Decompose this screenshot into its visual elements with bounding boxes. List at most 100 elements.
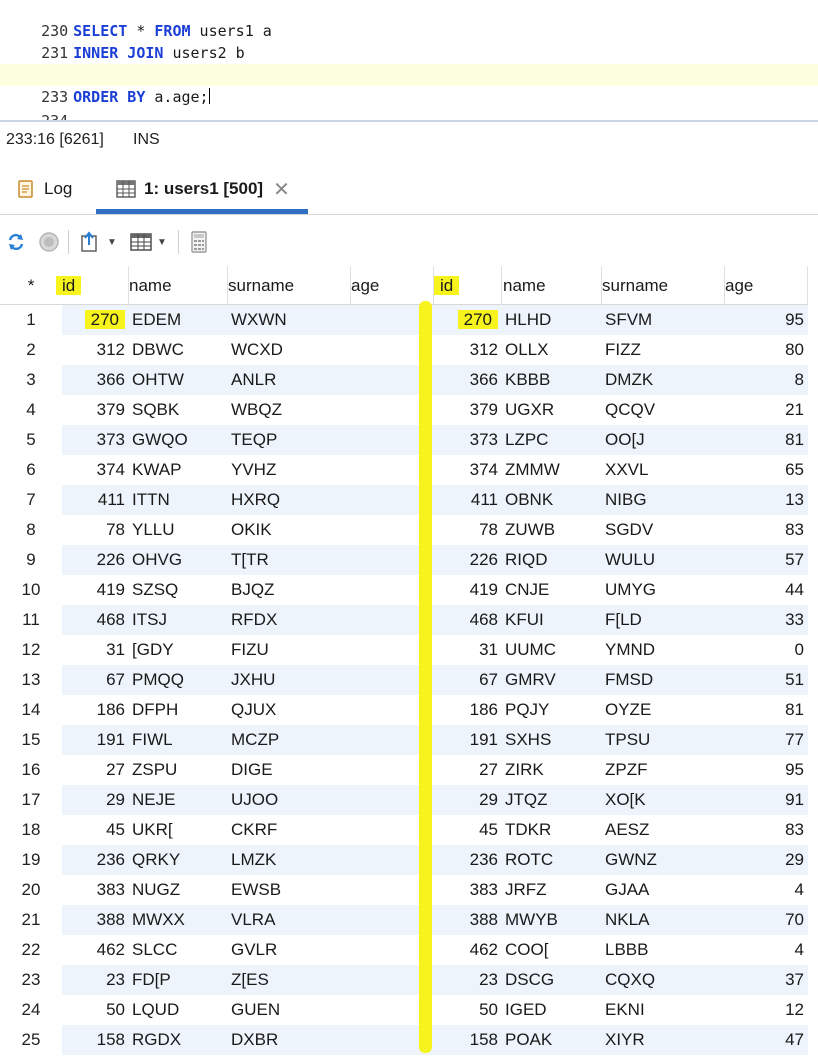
column-header-surname[interactable]: surname (598, 266, 725, 304)
cell-surname[interactable]: EWSB (231, 880, 282, 899)
cell-surname[interactable]: CQXQ (601, 965, 725, 995)
cell-id[interactable]: 50 (479, 1000, 498, 1019)
cell-surname[interactable]: FIZZ (605, 340, 641, 359)
table-row[interactable]: 20 383 NUGZ EWSB 5 383 JRFZ GJAA 4 (0, 875, 818, 905)
cell-name[interactable]: KWAP (132, 460, 182, 479)
cell-id[interactable]: 236 (434, 845, 502, 875)
cell-id[interactable]: 373 (434, 425, 502, 455)
cell-id[interactable]: 462 (96, 940, 125, 959)
table-row[interactable]: 18 45 UKR[CKRF 5 45 TDKR AESZ 83 (0, 815, 818, 845)
cell-id[interactable]: 191 (62, 725, 129, 755)
cell-name[interactable]: IGED (505, 1000, 547, 1019)
table-row[interactable]: 4 379 SQBK WBQZ 1 379 UGXR QCQV 21 (0, 395, 818, 425)
cell-surname[interactable]: XIYR (601, 1025, 725, 1055)
cell-id[interactable]: 226 (62, 545, 129, 575)
cell-id[interactable]: 388 (62, 905, 129, 935)
table-row[interactable]: 9 226 OHVG T[TR 3 226 RIQD WULU 57 (0, 545, 818, 575)
row-number[interactable]: 5 (26, 430, 36, 449)
cell-surname[interactable]: UMYG (605, 580, 656, 599)
code-line[interactable]: 234 (0, 88, 818, 120)
cell-id[interactable]: 29 (434, 785, 502, 815)
code-line[interactable]: 230 SELECT * FROM users1 a (0, 0, 818, 40)
cell-name[interactable]: ZUWB (505, 520, 556, 539)
table-row[interactable]: 13 67 PMQQ JXHU 4 67 GMRV FMSD 51 (0, 665, 818, 695)
cell-id[interactable]: 31 (479, 640, 498, 659)
cell-surname[interactable]: LMZK (227, 845, 351, 875)
cell-surname[interactable]: Z[ES (227, 965, 351, 995)
tab-results-users1[interactable]: 1: users1 [500] ✕ (96, 166, 308, 214)
cell-age[interactable]: 57 (724, 545, 808, 575)
row-number[interactable]: 25 (21, 1030, 41, 1049)
table-row[interactable]: 1 270 EDEM WXWN 0 270 HLHD SFVM 95 (0, 305, 818, 335)
cell-id[interactable]: 270 (434, 305, 502, 335)
cell-surname[interactable]: MCZP (227, 725, 351, 755)
table-row[interactable]: 12 31 [GDY FIZU 4 31 UUMC YMND 0 (0, 635, 818, 665)
cell-age[interactable]: 83 (785, 520, 804, 539)
cell-id[interactable]: 67 (434, 665, 502, 695)
cell-id[interactable]: 67 (62, 665, 129, 695)
cell-id[interactable]: 411 (434, 485, 502, 515)
row-number[interactable]: 1 (26, 310, 36, 329)
row-number[interactable]: 22 (21, 940, 41, 959)
cell-surname[interactable]: NKLA (601, 905, 725, 935)
column-header-name[interactable]: name (499, 266, 602, 304)
cell-surname[interactable]: UJOO (227, 785, 351, 815)
row-number[interactable]: 24 (21, 1000, 41, 1019)
cell-name[interactable]: NEJE (128, 785, 228, 815)
calculator-icon[interactable] (190, 230, 208, 254)
cell-age[interactable]: 81 (785, 700, 804, 719)
cell-name[interactable]: RIQD (501, 545, 601, 575)
cell-age[interactable]: 91 (724, 785, 808, 815)
cell-name[interactable]: SQBK (132, 400, 180, 419)
cell-name[interactable]: OHVG (128, 545, 228, 575)
cell-name[interactable]: UGXR (505, 400, 555, 419)
cell-surname[interactable]: JXHU (227, 665, 351, 695)
table-row[interactable]: 16 27 ZSPU DIGE 5 27 ZIRK ZPZF 95 (0, 755, 818, 785)
export-icon[interactable]: ▼ (80, 230, 117, 254)
cell-name[interactable]: FD[P (128, 965, 228, 995)
cell-name[interactable]: HLHD (501, 305, 601, 335)
row-number[interactable]: 14 (21, 700, 41, 719)
cell-name[interactable]: KFUI (501, 605, 601, 635)
cell-id[interactable]: 462 (469, 940, 498, 959)
row-number[interactable]: 2 (26, 340, 36, 359)
cell-id[interactable]: 312 (96, 340, 125, 359)
cell-name[interactable]: YLLU (132, 520, 175, 539)
row-number[interactable]: 8 (26, 520, 36, 539)
chevron-down-icon[interactable]: ▼ (157, 236, 167, 248)
cell-name[interactable]: OHTW (128, 365, 228, 395)
cell-age[interactable]: 95 (785, 760, 804, 779)
cell-name[interactable]: NUGZ (132, 880, 181, 899)
cell-name[interactable]: DSCG (501, 965, 601, 995)
stop-icon[interactable] (38, 230, 60, 254)
cell-surname[interactable]: TPSU (601, 725, 725, 755)
cell-id[interactable]: 191 (434, 725, 502, 755)
cell-surname[interactable]: F[LD (601, 605, 725, 635)
cell-surname[interactable]: QCQV (605, 400, 656, 419)
cell-name[interactable]: CNJE (505, 580, 550, 599)
cell-id[interactable]: 226 (434, 545, 502, 575)
cell-id[interactable]: 270 (62, 305, 129, 335)
cell-id[interactable]: 419 (96, 580, 125, 599)
cell-id[interactable]: 374 (96, 460, 125, 479)
row-number[interactable]: 21 (21, 910, 41, 929)
cell-surname[interactable]: TEQP (227, 425, 351, 455)
cell-id[interactable]: 373 (62, 425, 129, 455)
cell-name[interactable]: UKR[ (132, 820, 173, 839)
cell-name[interactable]: PMQQ (128, 665, 228, 695)
cell-age[interactable]: 81 (724, 425, 808, 455)
cell-id[interactable]: 23 (434, 965, 502, 995)
cell-id[interactable]: 23 (62, 965, 129, 995)
cell-age[interactable]: 83 (785, 820, 804, 839)
cell-surname[interactable]: NIBG (601, 485, 725, 515)
row-number[interactable]: 10 (21, 580, 41, 599)
cell-id[interactable]: 383 (469, 880, 498, 899)
cell-surname[interactable]: WCXD (231, 340, 283, 359)
code-line[interactable]: 232ON a.id = b.id (0, 42, 818, 84)
column-header-surname[interactable]: surname (224, 266, 351, 304)
table-row[interactable]: 11 468 ITSJ RFDX 3 468 KFUI F[LD 33 (0, 605, 818, 635)
table-row[interactable]: 23 23 FD[P Z[ES 6 23 DSCG CQXQ 37 (0, 965, 818, 995)
column-header-name[interactable]: name (125, 266, 228, 304)
row-number[interactable]: 23 (21, 970, 41, 989)
cell-surname[interactable]: WXWN (227, 305, 351, 335)
